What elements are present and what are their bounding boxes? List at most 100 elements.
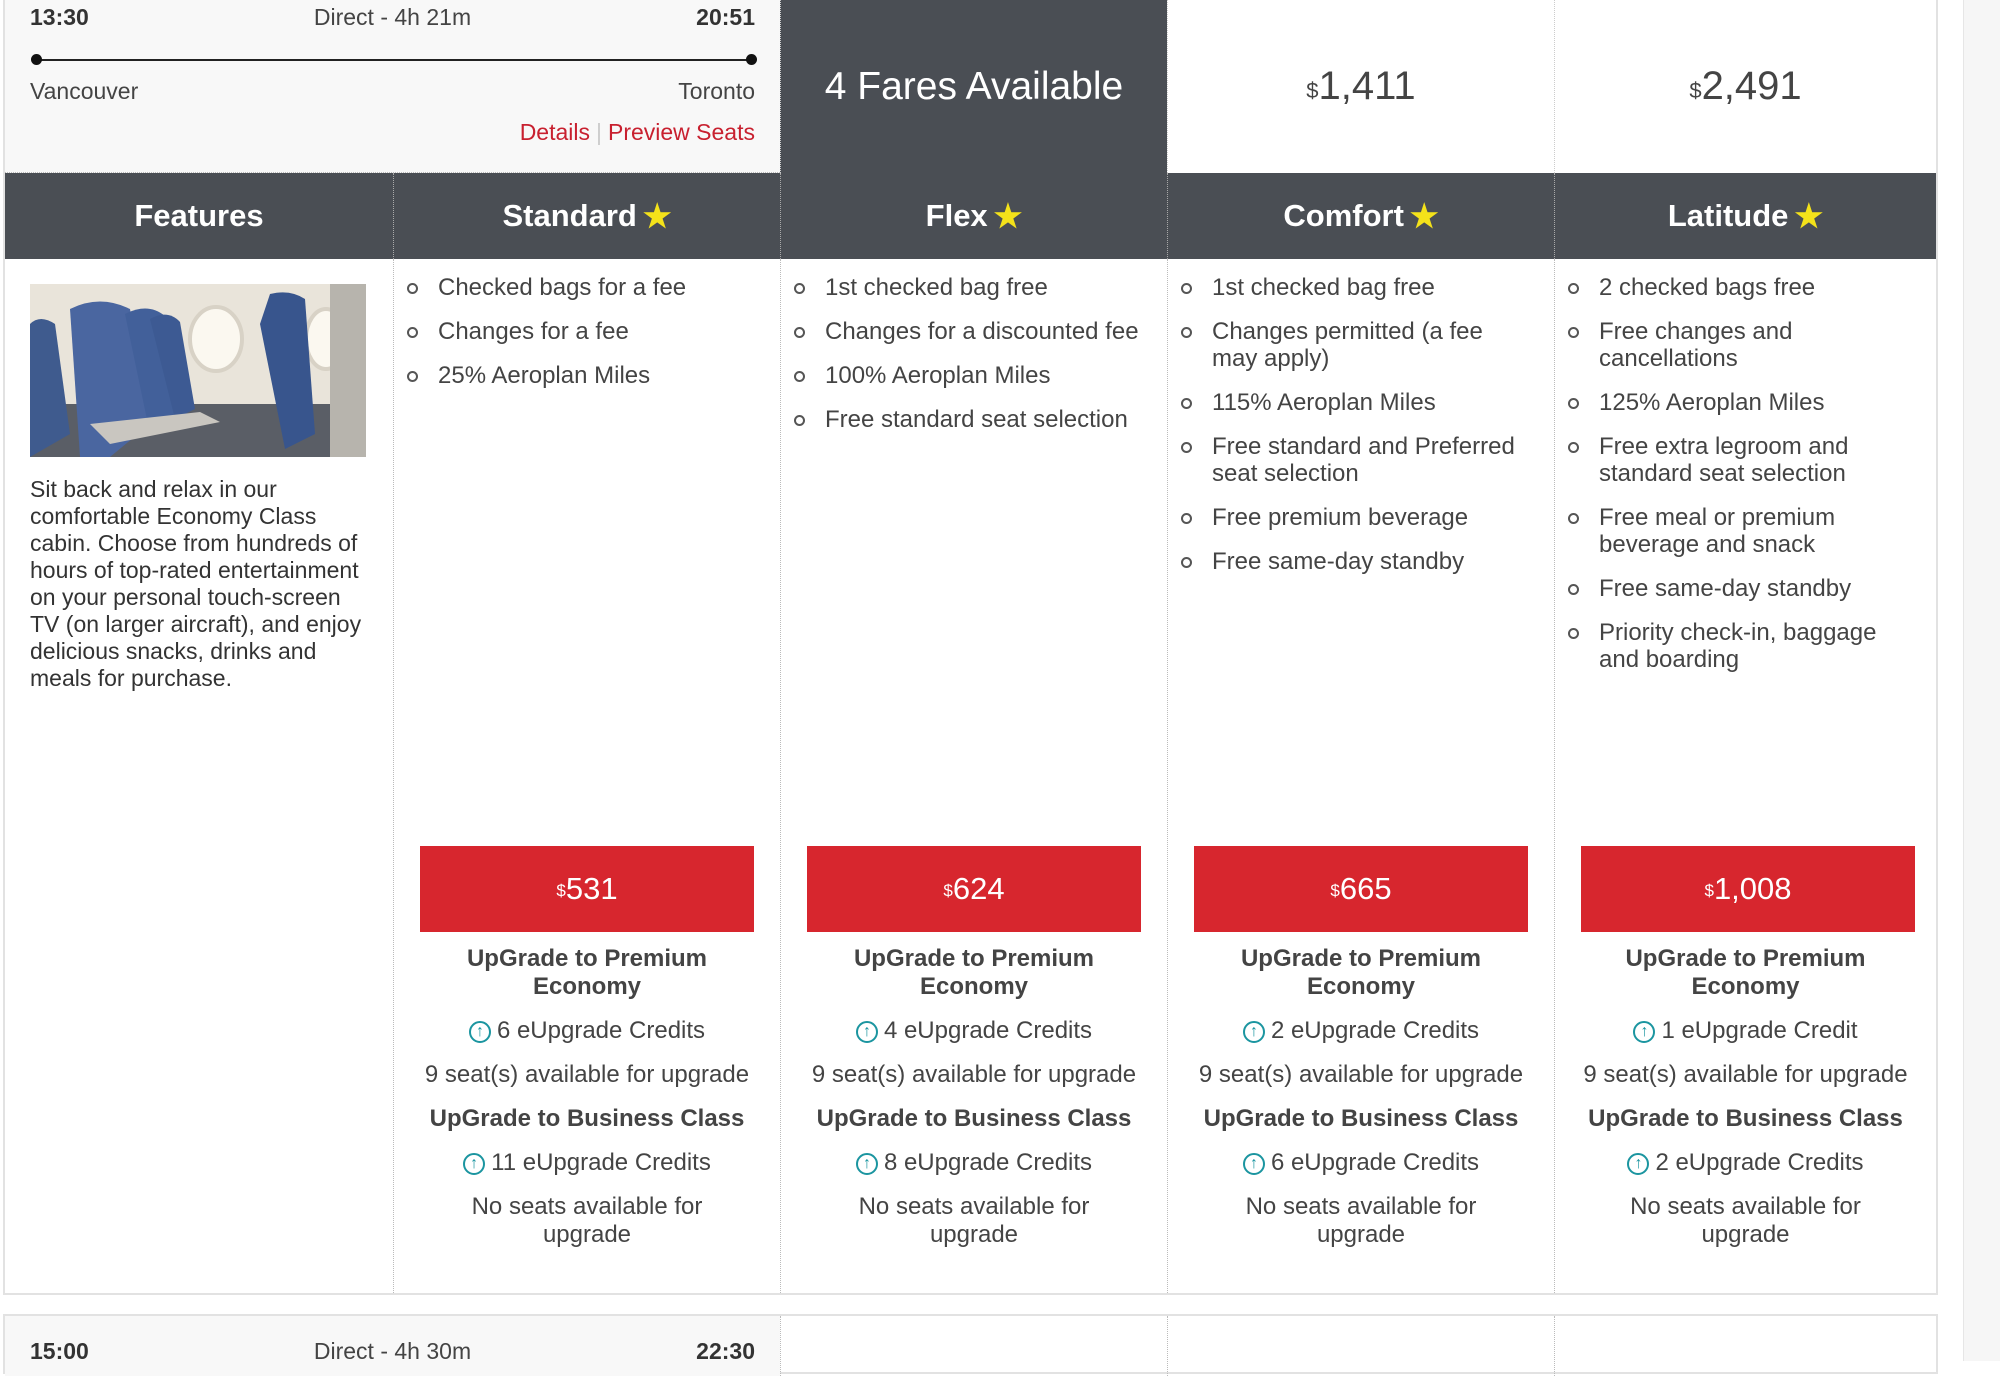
fare-feature: Free changes and cancellations bbox=[1555, 318, 1916, 372]
currency-symbol: $ bbox=[556, 881, 566, 900]
fare-feature: Changes for a discounted fee bbox=[781, 318, 1147, 345]
features-column: Sit back and relax in our comfortable Ec… bbox=[5, 259, 393, 1293]
flight-info: 13:30 Direct - 4h 21m 20:51 Vancouver To… bbox=[5, 0, 780, 173]
fare-price: 624 bbox=[952, 871, 1005, 906]
column-divider bbox=[780, 1316, 781, 1376]
fare-price: 531 bbox=[565, 871, 618, 906]
business-upgrade-credits: ↑ 2 eUpgrade Credits bbox=[1555, 1149, 1936, 1177]
fare-header-latitude: Latitude ★ bbox=[1554, 173, 1936, 259]
business-seats-available: No seats available for upgrade bbox=[1245, 1193, 1477, 1248]
departure-time: 13:30 bbox=[30, 4, 89, 30]
economy-cabin-image bbox=[30, 284, 366, 457]
fare-header-standard: Standard ★ bbox=[393, 173, 780, 259]
upgrade-info: UpGrade to Premium Economy ↑ 2 eUpgrade C… bbox=[1168, 945, 1554, 1249]
credits-text: 6 eUpgrade Credits bbox=[496, 1017, 706, 1044]
flight-card-2: 15:00 Direct - 4h 30m 22:30 bbox=[3, 1314, 1938, 1376]
features-description: Sit back and relax in our comfortable Ec… bbox=[30, 476, 362, 691]
premium-upgrade-credits: ↑ 2 eUpgrade Credits bbox=[1168, 1017, 1554, 1045]
currency-symbol: $ bbox=[1689, 77, 1702, 103]
fare-feature: 115% Aeroplan Miles bbox=[1168, 389, 1534, 416]
premium-upgrade-title: UpGrade to Premium Economy bbox=[853, 945, 1095, 1000]
credits-text: 8 eUpgrade Credits bbox=[883, 1149, 1093, 1176]
premium-seats-available: 9 seat(s) available for upgrade bbox=[811, 1061, 1137, 1088]
select-fare-comfort-button[interactable]: $665 bbox=[1194, 846, 1528, 932]
page-scrollbar[interactable] bbox=[1963, 0, 2000, 1361]
fares-available-button[interactable]: 4 Fares Available bbox=[780, 0, 1167, 173]
upgrade-arrow-circle-icon: ↑ bbox=[1242, 1021, 1265, 1043]
credits-text: 4 eUpgrade Credits bbox=[883, 1017, 1093, 1044]
price-amount: 1,411 bbox=[1318, 64, 1416, 108]
top-price-premium[interactable]: $1,411 bbox=[1167, 0, 1554, 173]
fare-column-flex: 1st checked bag free Changes for a discou… bbox=[780, 259, 1167, 1293]
upgrade-arrow-circle-icon: ↑ bbox=[1633, 1021, 1656, 1043]
fare-feature: Free standard seat selection bbox=[781, 406, 1147, 433]
select-fare-latitude-button[interactable]: $1,008 bbox=[1581, 846, 1915, 932]
star-icon: ★ bbox=[1794, 198, 1824, 234]
fare-feature: Priority check-in, baggage and boarding bbox=[1555, 619, 1916, 673]
details-link[interactable]: Details bbox=[519, 119, 590, 145]
flight-info-2: 15:00 Direct - 4h 30m 22:30 bbox=[5, 1316, 780, 1376]
select-fare-flex-button[interactable]: $624 bbox=[807, 846, 1141, 932]
fare-feature: Free extra legroom and standard seat sel… bbox=[1555, 433, 1916, 487]
fare-feature: Free standard and Preferred seat selecti… bbox=[1168, 433, 1534, 487]
column-divider bbox=[1554, 1316, 1555, 1376]
preview-seats-link[interactable]: Preview Seats bbox=[607, 119, 755, 145]
business-seats-available: No seats available for upgrade bbox=[858, 1193, 1090, 1248]
fare-column-standard: Checked bags for a fee Changes for a fee 2… bbox=[393, 259, 780, 1293]
premium-upgrade-title: UpGrade to Premium Economy bbox=[466, 945, 708, 1000]
fare-feature-list: 2 checked bags free Free changes and canc… bbox=[1555, 274, 1916, 690]
fare-feature: 125% Aeroplan Miles bbox=[1555, 389, 1916, 416]
select-fare-standard-button[interactable]: $531 bbox=[420, 846, 754, 932]
fare-name: Standard bbox=[502, 198, 637, 233]
premium-seats-available: 9 seat(s) available for upgrade bbox=[424, 1061, 750, 1088]
business-seats-available: No seats available for upgrade bbox=[471, 1193, 703, 1248]
fare-feature: Checked bags for a fee bbox=[394, 274, 760, 301]
flight-duration: Direct - 4h 30m bbox=[313, 1338, 472, 1364]
fare-header-comfort: Comfort ★ bbox=[1167, 173, 1554, 259]
premium-upgrade-title: UpGrade to Premium Economy bbox=[1240, 945, 1482, 1000]
credits-text: 1 eUpgrade Credit bbox=[1661, 1017, 1858, 1044]
business-upgrade-title: UpGrade to Business Class bbox=[429, 1105, 745, 1132]
fare-feature: Free meal or premium beverage and snack bbox=[1555, 504, 1916, 558]
arrival-time: 20:51 bbox=[696, 4, 755, 30]
fare-name: Comfort bbox=[1283, 198, 1404, 233]
star-icon: ★ bbox=[993, 198, 1023, 234]
fare-feature: 100% Aeroplan Miles bbox=[781, 362, 1147, 389]
upgrade-arrow-circle-icon: ↑ bbox=[468, 1021, 491, 1043]
fare-feature: 2 checked bags free bbox=[1555, 274, 1916, 301]
premium-seats-available: 9 seat(s) available for upgrade bbox=[1198, 1061, 1524, 1088]
upgrade-info: UpGrade to Premium Economy ↑ 4 eUpgrade C… bbox=[781, 945, 1167, 1249]
business-upgrade-credits: ↑ 11 eUpgrade Credits bbox=[394, 1149, 780, 1177]
flight-duration: Direct - 4h 21m bbox=[313, 4, 472, 30]
credits-text: 11 eUpgrade Credits bbox=[491, 1149, 711, 1176]
fare-feature-list: 1st checked bag free Changes for a discou… bbox=[781, 274, 1147, 450]
route-line bbox=[31, 54, 757, 65]
fare-price: 1,008 bbox=[1713, 871, 1792, 906]
premium-seats-available: 9 seat(s) available for upgrade bbox=[1583, 1061, 1908, 1088]
fare-header-flex: Flex ★ bbox=[780, 173, 1167, 259]
upgrade-arrow-circle-icon: ↑ bbox=[855, 1021, 878, 1043]
currency-symbol: $ bbox=[1306, 77, 1319, 103]
business-upgrade-title: UpGrade to Business Class bbox=[1203, 1105, 1519, 1132]
fare-column-comfort: 1st checked bag free Changes permitted (a… bbox=[1167, 259, 1554, 1293]
fare-feature: Free premium beverage bbox=[1168, 504, 1534, 531]
column-divider bbox=[1167, 1316, 1168, 1376]
star-icon: ★ bbox=[642, 198, 672, 234]
top-price-business[interactable]: $2,491 bbox=[1554, 0, 1936, 173]
arrival-time: 22:30 bbox=[696, 1338, 755, 1364]
fare-feature: Changes for a fee bbox=[394, 318, 760, 345]
fare-price: 665 bbox=[1339, 871, 1392, 906]
upgrade-arrow-circle-icon: ↑ bbox=[1627, 1153, 1650, 1175]
business-upgrade-title: UpGrade to Business Class bbox=[816, 1105, 1132, 1132]
business-upgrade-title: UpGrade to Business Class bbox=[1588, 1105, 1903, 1132]
fare-feature: 25% Aeroplan Miles bbox=[394, 362, 760, 389]
upgrade-info: UpGrade to Premium Economy ↑ 6 eUpgrade C… bbox=[394, 945, 780, 1249]
premium-upgrade-title: UpGrade to Premium Economy bbox=[1625, 945, 1866, 1000]
departure-time: 15:00 bbox=[30, 1338, 89, 1364]
credits-text: 2 eUpgrade Credits bbox=[1655, 1149, 1864, 1176]
upgrade-info: UpGrade to Premium Economy ↑ 1 eUpgrade C… bbox=[1555, 945, 1936, 1249]
upgrade-arrow-circle-icon: ↑ bbox=[855, 1153, 878, 1175]
business-upgrade-credits: ↑ 6 eUpgrade Credits bbox=[1168, 1149, 1554, 1177]
currency-symbol: $ bbox=[1330, 881, 1340, 900]
currency-symbol: $ bbox=[1704, 881, 1714, 900]
